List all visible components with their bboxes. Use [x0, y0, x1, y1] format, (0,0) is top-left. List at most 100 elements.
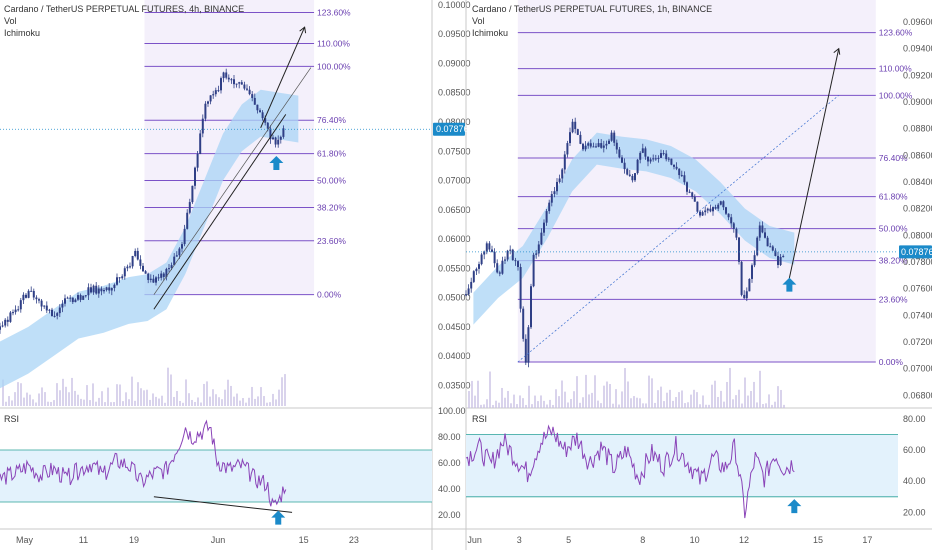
candle-body	[496, 263, 499, 273]
candle-body	[113, 284, 116, 289]
fib-label: 76.40%	[879, 153, 908, 163]
rsi-tick-label: 20.00	[438, 510, 461, 520]
volume-bar	[618, 404, 620, 408]
y-tick-label: 0.05000	[438, 293, 471, 303]
volume-bar	[675, 397, 677, 408]
candle-body	[243, 84, 246, 89]
candle-body	[600, 143, 603, 148]
candle-body	[730, 217, 733, 224]
candle-body	[105, 287, 108, 291]
volume-bar	[777, 386, 779, 408]
volume-bar	[699, 404, 701, 408]
volume-bar	[275, 399, 277, 406]
volume-bar	[645, 403, 647, 408]
candle-body	[693, 196, 696, 202]
x-tick-label: 3	[517, 535, 522, 545]
volume-bar	[62, 378, 64, 406]
volume-bar	[687, 402, 689, 408]
candle-body	[118, 277, 121, 279]
volume-bar	[278, 389, 280, 406]
volume-bar	[528, 385, 530, 408]
volume-bar	[29, 394, 31, 406]
volume-bar	[107, 387, 109, 406]
candle-body	[266, 122, 269, 129]
candle-body	[45, 305, 48, 311]
fib-label: 23.60%	[879, 294, 908, 304]
volume-bar	[756, 402, 758, 408]
rsi-tick-label: 60.00	[903, 445, 926, 455]
volume-bar	[176, 391, 178, 406]
candle-body	[467, 288, 470, 295]
candle-body	[170, 265, 173, 269]
candle-body	[66, 297, 69, 299]
candle-body	[582, 143, 584, 150]
volume-bar	[221, 399, 223, 406]
candle-body	[465, 294, 467, 296]
y-tick-label: 0.08500	[438, 88, 471, 98]
candle-body	[704, 210, 707, 213]
candle-body	[61, 303, 64, 308]
volume-bar	[693, 389, 695, 408]
volume-bar	[657, 390, 659, 408]
volume-bar	[738, 389, 740, 408]
volume-bar	[251, 386, 253, 406]
volume-bar	[86, 385, 88, 406]
candle-body	[530, 286, 532, 328]
candle-body	[608, 140, 610, 144]
candle-body	[540, 232, 543, 245]
x-tick-label: 10	[690, 535, 700, 545]
candle-body	[644, 148, 647, 157]
volume-bar	[266, 402, 268, 406]
candle-body	[556, 181, 558, 192]
volume-bar	[173, 396, 175, 406]
volume-bar	[284, 374, 286, 406]
volume-bar	[50, 401, 52, 406]
candle-body	[58, 307, 61, 314]
trendline	[260, 26, 306, 129]
x-tick-label: Jun	[467, 535, 482, 545]
volume-bar	[672, 400, 674, 408]
y-tick-label: 0.08000	[438, 117, 471, 127]
candle-body	[535, 253, 538, 255]
candle-body	[628, 174, 631, 176]
candle-body	[618, 149, 621, 158]
candle-body	[12, 312, 14, 314]
volume-bar	[471, 380, 473, 408]
volume-bar	[83, 399, 85, 406]
candle-body	[532, 254, 535, 287]
x-tick-label: Jun	[211, 535, 226, 545]
fib-label: 50.00%	[317, 176, 346, 186]
volume-bar	[68, 392, 70, 406]
volume-bar	[681, 390, 683, 408]
y-tick-label: 0.08000	[903, 230, 932, 240]
volume-bar	[684, 403, 686, 408]
candle-body	[123, 268, 126, 277]
volume-bar	[200, 402, 202, 406]
volume-bar	[588, 394, 590, 408]
volume-bar	[26, 392, 28, 406]
y-tick-label: 0.04000	[438, 351, 471, 361]
volume-bar	[119, 384, 121, 406]
volume-bar	[498, 402, 500, 408]
right-rsi-label: RSI	[472, 414, 487, 424]
volume-bar	[38, 393, 40, 406]
candle-body	[155, 277, 157, 283]
volume-bar	[552, 404, 554, 408]
volume-bar	[65, 386, 67, 406]
candle-body	[48, 309, 51, 311]
volume-bar	[110, 402, 112, 406]
right-indicator-vol: Vol	[472, 16, 485, 26]
candle-body	[553, 191, 556, 195]
volume-bar	[59, 390, 61, 406]
trend-arrowhead	[833, 47, 841, 55]
y-tick-label: 0.09000	[903, 97, 932, 107]
left-last-price-tag: 0.07876	[433, 122, 469, 136]
volume-bar	[504, 397, 506, 408]
candle-body	[240, 82, 243, 85]
candle-body	[566, 143, 569, 155]
candle-body	[493, 251, 496, 264]
